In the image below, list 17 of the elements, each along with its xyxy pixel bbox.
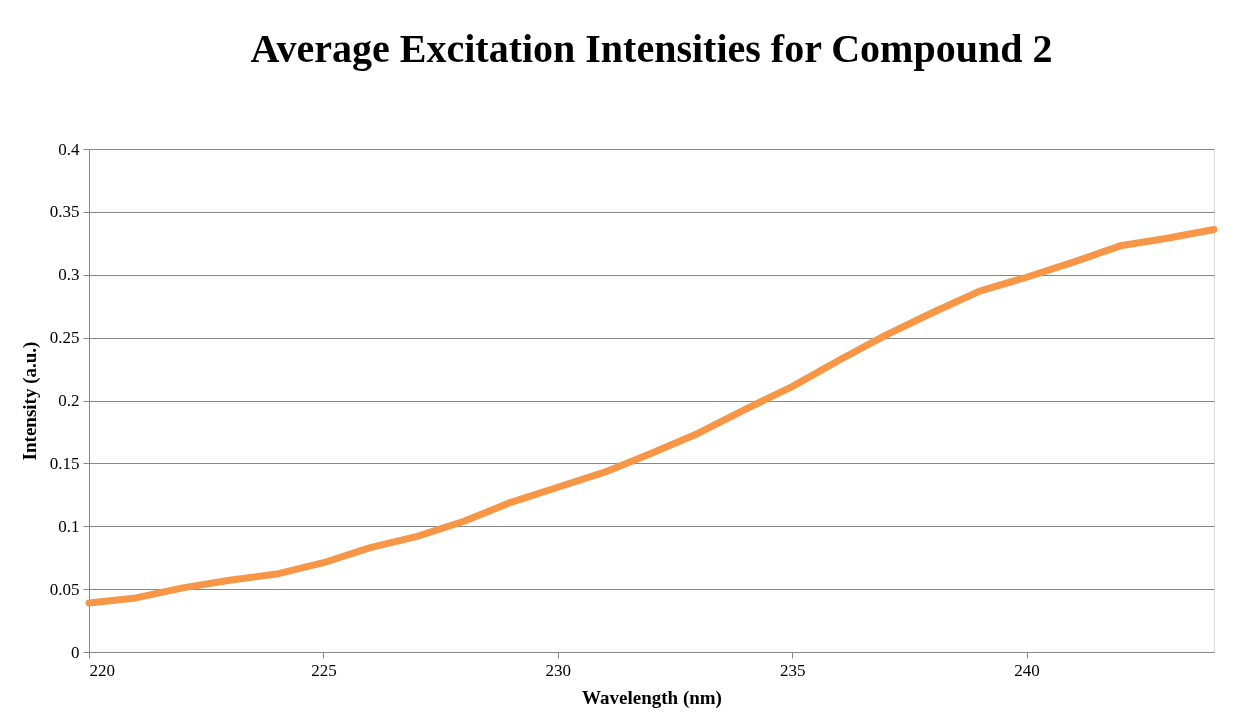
- x-axis-title: Wavelength (nm): [582, 686, 722, 709]
- y-axis-title: Intensity (a.u.): [18, 341, 41, 461]
- x-tick-label: 235: [779, 660, 806, 680]
- y-tick-label: 0.15: [49, 453, 80, 473]
- x-tick-label: 225: [311, 660, 337, 680]
- y-tick-label: 0.35: [49, 202, 80, 222]
- y-tick-label: 0.25: [49, 328, 80, 348]
- y-tick-label: 0.05: [49, 579, 80, 599]
- x-tick-label: 240: [1014, 660, 1040, 680]
- y-tick-label: 0.2: [58, 391, 80, 410]
- y-tick-label: 0.4: [58, 139, 80, 159]
- y-tick-label: 0.3: [58, 265, 80, 285]
- x-tick-label: 230: [545, 660, 571, 680]
- chart-title: Average Excitation Intensities for Compound 2: [250, 26, 1053, 71]
- x-tick-label: 220: [89, 660, 115, 680]
- y-tick-label: 0.1: [58, 516, 80, 536]
- y-tick-label: 0: [71, 642, 80, 662]
